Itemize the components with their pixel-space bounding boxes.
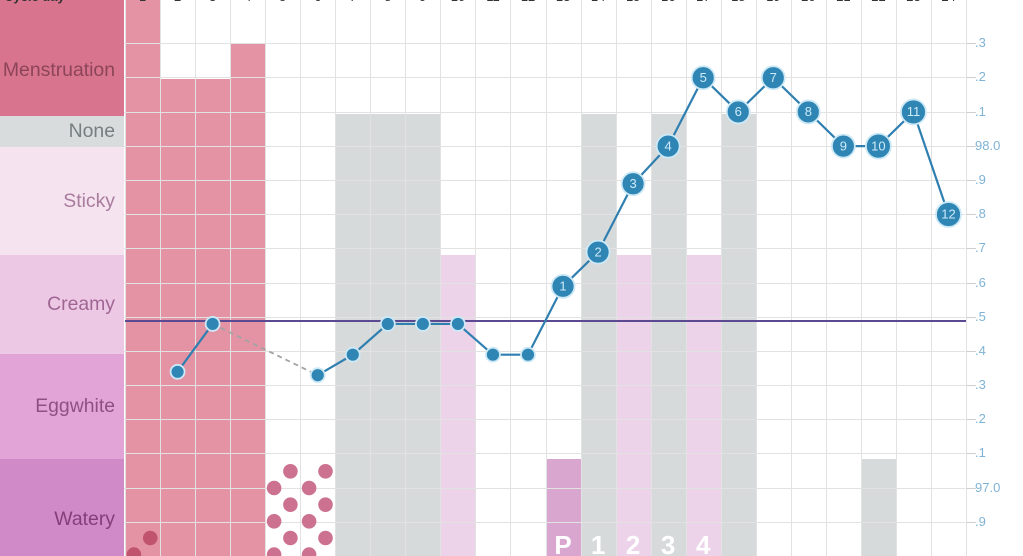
svg-text:8: 8 — [805, 104, 812, 119]
svg-text:5: 5 — [700, 70, 707, 85]
svg-text:9: 9 — [840, 138, 847, 153]
svg-text:6: 6 — [735, 104, 742, 119]
svg-text:7: 7 — [770, 70, 777, 85]
svg-text:12: 12 — [941, 207, 955, 222]
svg-text:2: 2 — [594, 244, 601, 259]
svg-text:1: 1 — [559, 279, 566, 294]
svg-text:3: 3 — [629, 176, 636, 191]
svg-text:10: 10 — [871, 138, 885, 153]
svg-text:4: 4 — [665, 138, 672, 153]
svg-text:11: 11 — [907, 104, 921, 119]
